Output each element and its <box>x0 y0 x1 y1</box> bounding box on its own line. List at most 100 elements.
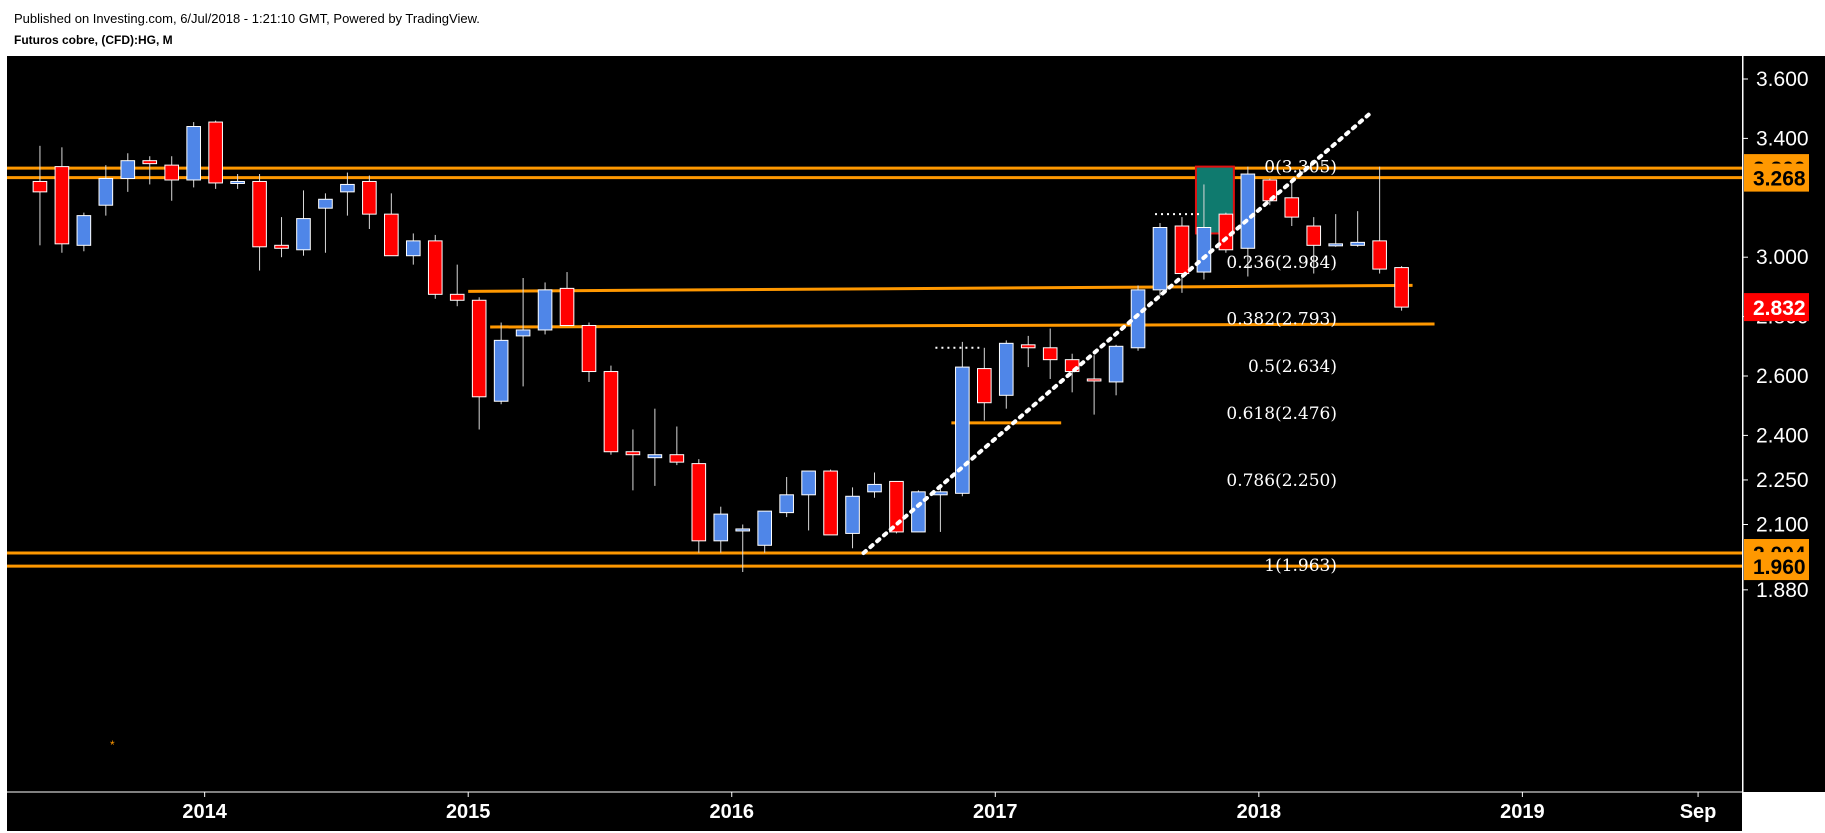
small-mark-icon: * <box>110 738 115 752</box>
candle-2015-03 <box>515 329 531 337</box>
candle-2015-10 <box>669 454 685 463</box>
publish-info: Published on Investing.com, 6/Jul/2018 -… <box>14 11 480 26</box>
candle-2018-06 <box>1372 240 1387 270</box>
candle-2016-01 <box>735 528 751 532</box>
candle-2014-03 <box>252 180 267 248</box>
trend-line <box>861 112 1371 556</box>
x-tick-label-3: 2017 <box>973 801 1018 823</box>
fib-label-0: 0(3.305) <box>1264 158 1337 178</box>
fib-label-1: 0.236(2.984) <box>1226 253 1337 273</box>
price-axis-ticks: 3.6003.4003.0002.8002.6002.4002.2502.100… <box>1743 68 1809 602</box>
horizontal-levels <box>7 166 1742 568</box>
candle-2014-07 <box>340 183 355 193</box>
x-tick-label-5: 2019 <box>1500 801 1545 823</box>
fibonacci-labels: 0(3.305) 0.236(2.984) 0.382(2.793) 0.5(2.63… <box>1226 158 1337 577</box>
time-axis[interactable] <box>7 792 1742 831</box>
candle-2013-10 <box>142 160 158 165</box>
candle-2013-09 <box>120 160 136 179</box>
candle-2014-01 <box>208 121 223 184</box>
y-tick-label-6: 2.250 <box>1756 469 1809 492</box>
candle-2013-08 <box>98 177 114 206</box>
candle-2013-11 <box>164 164 180 181</box>
candle-2014-10 <box>405 240 421 257</box>
fib-label-6: 1(1.963) <box>1264 556 1337 576</box>
candle-2016-11 <box>955 366 970 494</box>
candle-2016-07 <box>867 483 882 493</box>
candle-2016-05 <box>823 470 838 536</box>
candle-2016-08 <box>889 480 904 533</box>
level-line-5 <box>490 322 1435 329</box>
candle-2015-12 <box>713 513 729 542</box>
candle-2017-06 <box>1108 345 1124 383</box>
candle-2017-03 <box>1042 347 1058 361</box>
y-tick-label-0: 3.600 <box>1756 68 1809 91</box>
candles <box>32 120 1409 573</box>
chart-header: Published on Investing.com, 6/Jul/2018 -… <box>0 0 1825 56</box>
candle-2016-03 <box>779 494 794 514</box>
level-line-4 <box>468 283 1413 293</box>
candle-2015-07 <box>603 371 619 453</box>
price-tag-4 <box>1744 552 1809 581</box>
x-tick-label-0: 2014 <box>182 801 227 823</box>
price-tag-label-4: 1.960 <box>1753 556 1806 579</box>
candle-2018-04 <box>1328 243 1344 247</box>
candle-2013-05 <box>32 180 48 193</box>
x-tick-label-6: Sep <box>1680 801 1717 823</box>
candle-2013-07 <box>76 215 92 246</box>
candle-2015-06 <box>581 325 597 373</box>
candle-2014-09 <box>384 213 399 257</box>
candle-2015-04 <box>537 289 553 331</box>
price-tag-2 <box>1744 293 1809 322</box>
candle-2016-02 <box>757 510 772 546</box>
y-tick-label-1: 3.400 <box>1756 127 1809 150</box>
candle-2015-05 <box>559 287 575 327</box>
candle-2015-11 <box>691 463 707 542</box>
candle-2017-02 <box>1020 344 1036 349</box>
candle-2017-10 <box>1196 227 1212 273</box>
y-tick-label-7: 2.100 <box>1756 514 1809 537</box>
drawings <box>861 112 1371 556</box>
candle-2015-02 <box>493 339 509 402</box>
y-tick-label-8: 1.880 <box>1756 579 1809 602</box>
price-tag-label-2: 2.832 <box>1753 297 1806 320</box>
candle-2017-05 <box>1086 378 1102 382</box>
candle-2014-08 <box>362 180 377 215</box>
candle-2018-05 <box>1350 241 1365 246</box>
candle-2017-08 <box>1152 227 1168 291</box>
fib-label-5: 0.786(2.250) <box>1226 471 1337 491</box>
candle-2013-06 <box>54 166 70 245</box>
x-tick-label-2: 2016 <box>709 801 754 823</box>
candle-2014-06 <box>318 198 333 209</box>
price-tag-label-1: 3.268 <box>1753 168 1806 191</box>
fib-label-2: 0.382(2.793) <box>1226 310 1337 330</box>
candle-2018-03 <box>1306 225 1322 246</box>
symbol-title: Futuros cobre, (CFD):HG, M <box>14 33 173 47</box>
candle-2016-06 <box>845 495 860 534</box>
candle-2014-02 <box>230 180 245 184</box>
candle-2015-09 <box>647 454 663 459</box>
y-tick-label-2: 3.000 <box>1756 246 1809 269</box>
candle-2017-01 <box>998 342 1014 396</box>
x-tick-label-4: 2018 <box>1237 801 1282 823</box>
candle-2014-12 <box>449 293 465 301</box>
candle-2015-01 <box>471 299 487 398</box>
candle-2017-12 <box>1240 173 1256 249</box>
plot-area[interactable] <box>7 56 1742 792</box>
fib-label-3: 0.5(2.634) <box>1248 357 1337 377</box>
candle-2014-04 <box>274 244 289 249</box>
candle-2017-04 <box>1064 359 1080 373</box>
y-tick-label-4: 2.600 <box>1756 365 1809 388</box>
candle-2013-12 <box>186 126 201 181</box>
candle-2018-02 <box>1284 197 1300 218</box>
candle-2017-07 <box>1130 289 1146 349</box>
candle-2016-12 <box>977 368 992 404</box>
candle-2014-11 <box>427 240 443 295</box>
candle-2017-09 <box>1174 225 1190 275</box>
price-tag-1 <box>1744 163 1809 192</box>
candle-2014-05 <box>296 218 311 251</box>
x-tick-label-1: 2015 <box>446 801 491 823</box>
candle-2018-07 <box>1394 267 1409 308</box>
candle-2015-08 <box>625 451 641 456</box>
